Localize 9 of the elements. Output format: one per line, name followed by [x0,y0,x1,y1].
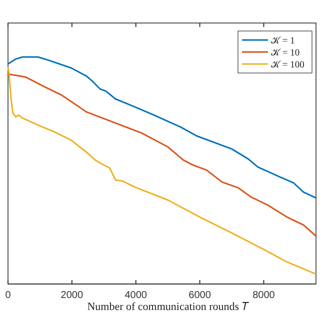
x-axis-title: Number of communication rounds 𝑇 [87,301,249,313]
x-tick-label: 2000 [60,290,84,302]
legend-label: 𝒦 = 100 [271,60,305,70]
x-tick-label: 6000 [188,290,212,302]
x-tick-label: 0 [5,290,12,302]
legend-label: 𝒦 = 1 [271,36,296,46]
legend-label: 𝒦 = 10 [271,48,300,58]
x-tick-label: 8000 [252,290,276,302]
x-tick-label: 4000 [124,290,148,302]
